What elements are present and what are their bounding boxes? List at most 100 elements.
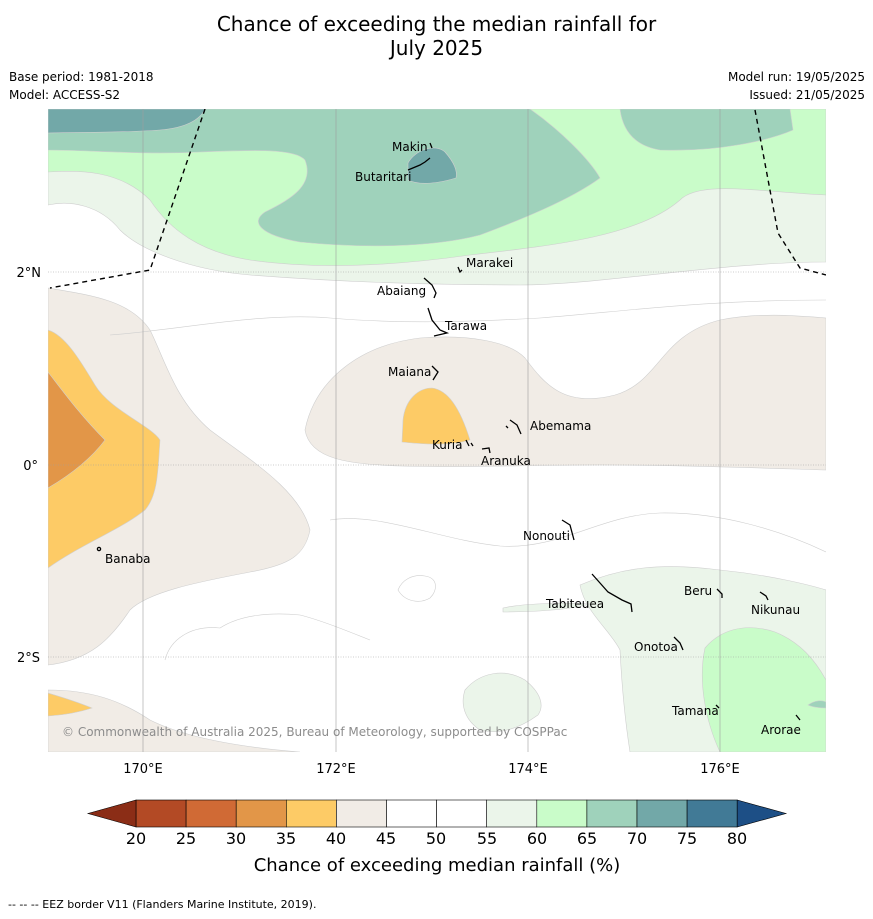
lon-axis-labels: 170°E 172°E 174°E 176°E bbox=[123, 762, 740, 777]
label-tarawa: Tarawa bbox=[444, 319, 487, 333]
colorbar-segment bbox=[336, 799, 387, 828]
colorbar-segment bbox=[586, 799, 638, 828]
colorbar-label: Chance of exceeding median rainfall (%) bbox=[254, 855, 621, 876]
meta-left: Base period: 1981-2018 Model: ACCESS-S2 bbox=[9, 68, 154, 104]
label-nonouti: Nonouti bbox=[523, 529, 570, 543]
island-maiana bbox=[431, 365, 439, 381]
colorbar-tick: 45 bbox=[376, 829, 396, 848]
label-abaiang: Abaiang bbox=[377, 284, 426, 298]
contour-55-60-tabiteuea bbox=[502, 602, 591, 613]
eez-border bbox=[49, 109, 826, 289]
label-nikunau: Nikunau bbox=[751, 603, 800, 617]
lon-label-174: 174°E bbox=[508, 762, 548, 777]
contour-35-40-kuria bbox=[401, 387, 471, 445]
colorbar-tick: 25 bbox=[176, 829, 196, 848]
lon-label-170: 170°E bbox=[123, 762, 163, 777]
base-period: Base period: 1981-2018 bbox=[9, 70, 154, 84]
lat-axis-labels: 2°N 0° 2°S bbox=[17, 266, 42, 666]
issued-date: Issued: 21/05/2025 bbox=[749, 88, 865, 102]
contour-line-50 bbox=[109, 299, 826, 336]
island-banaba bbox=[96, 546, 102, 552]
island-nikunau bbox=[759, 591, 769, 601]
label-tamana: Tamana bbox=[671, 704, 719, 718]
colorbar-tick: 75 bbox=[677, 829, 697, 848]
colorbar-tick: 20 bbox=[126, 829, 146, 848]
island-onotoa bbox=[673, 636, 684, 651]
map-area: Makin Butaritari Marakei Abaiang Tarawa … bbox=[48, 109, 826, 752]
contour-line-50-south bbox=[329, 512, 826, 553]
colorbar-tick: 50 bbox=[426, 829, 446, 848]
label-arorae: Arorae bbox=[761, 723, 801, 737]
island-abemama bbox=[505, 419, 522, 435]
lat-label-0: 0° bbox=[23, 459, 38, 474]
island-kuria bbox=[465, 439, 474, 447]
label-makin: Makin bbox=[392, 140, 428, 154]
colorbar-extend-high bbox=[736, 799, 788, 828]
colorbar-tick: 35 bbox=[276, 829, 296, 848]
island-butaritari bbox=[407, 157, 431, 171]
label-kuria: Kuria bbox=[432, 438, 463, 452]
contour-35-40-south bbox=[48, 692, 93, 717]
colorbar-tick: 65 bbox=[577, 829, 597, 848]
island-nonouti bbox=[561, 519, 575, 541]
copyright-notice: © Commonwealth of Australia 2025, Bureau… bbox=[62, 725, 567, 739]
colorbar-segment bbox=[135, 799, 187, 828]
lon-label-172: 172°E bbox=[316, 762, 356, 777]
contour-70-75-butaritari bbox=[407, 147, 457, 184]
contour-30-35-west bbox=[48, 371, 106, 489]
label-banaba: Banaba bbox=[105, 552, 151, 566]
island-beru bbox=[716, 588, 723, 598]
model-run: Model run: 19/05/2025 bbox=[727, 70, 865, 84]
lat-label-2s: 2°S bbox=[17, 651, 40, 666]
colorbar-segment bbox=[386, 799, 437, 828]
colorbar-segment bbox=[185, 799, 237, 828]
graticule bbox=[48, 109, 826, 752]
island-aranuka bbox=[481, 447, 491, 454]
chart-title: Chance of exceeding the median rainfall … bbox=[0, 12, 873, 60]
contour-70-75-northwest bbox=[48, 109, 206, 134]
colorbar-tick: 55 bbox=[477, 829, 497, 848]
title-line-1: Chance of exceeding the median rainfall … bbox=[216, 12, 657, 36]
place-labels: Makin Butaritari Marakei Abaiang Tarawa … bbox=[105, 140, 801, 737]
colorbar-ticks: 20 25 30 35 40 45 50 55 60 65 70 75 80 bbox=[126, 829, 747, 848]
island-tamana bbox=[715, 704, 720, 709]
colorbar-extend-low bbox=[86, 799, 137, 828]
colorbar-tick: 30 bbox=[226, 829, 246, 848]
footer-note: -- -- -- EEZ border V11 (Flanders Marine… bbox=[8, 898, 317, 911]
lon-label-176: 176°E bbox=[700, 762, 740, 777]
island-makin bbox=[429, 142, 433, 149]
colorbar-tick: 70 bbox=[627, 829, 647, 848]
island-tabiteuea bbox=[591, 573, 633, 613]
island-marakei bbox=[457, 266, 463, 274]
contour-60-65-southeast bbox=[701, 627, 826, 752]
lat-label-2n: 2°N bbox=[17, 266, 42, 281]
colorbar-segment bbox=[486, 799, 538, 828]
island-abaiang bbox=[423, 277, 437, 299]
label-onotoa: Onotoa bbox=[634, 640, 678, 654]
colorbar-tick: 40 bbox=[326, 829, 346, 848]
label-tabiteuea: Tabiteuea bbox=[545, 597, 604, 611]
model-name: Model: ACCESS-S2 bbox=[9, 88, 121, 102]
meta-right: Model run: 19/05/2025 Issued: 21/05/2025 bbox=[728, 68, 865, 104]
label-marakei: Marakei bbox=[466, 256, 513, 270]
colorbar-segment bbox=[235, 799, 287, 828]
contour-line-50-southwest bbox=[164, 613, 371, 661]
island-tarawa bbox=[427, 307, 450, 337]
colorbar-segment bbox=[536, 799, 588, 828]
contour-65-70-southeast bbox=[807, 700, 826, 709]
contour-55-60-south-center bbox=[462, 672, 542, 732]
contour-35-40-west bbox=[48, 329, 161, 569]
colorbar-segment bbox=[436, 799, 488, 828]
label-aranuka: Aranuka bbox=[481, 454, 531, 468]
colorbar: 20 25 30 35 40 45 50 55 60 65 70 75 80 C… bbox=[86, 799, 788, 876]
colorbar-segment bbox=[285, 799, 337, 828]
label-abemama: Abemama bbox=[530, 419, 591, 433]
label-beru: Beru bbox=[684, 584, 712, 598]
colorbar-tick: 80 bbox=[727, 829, 747, 848]
colorbar-tick: 60 bbox=[527, 829, 547, 848]
contour-40-45-south bbox=[48, 689, 301, 752]
islands bbox=[96, 142, 801, 721]
colorbar-segments bbox=[86, 799, 788, 828]
contour-line-island bbox=[397, 575, 436, 602]
